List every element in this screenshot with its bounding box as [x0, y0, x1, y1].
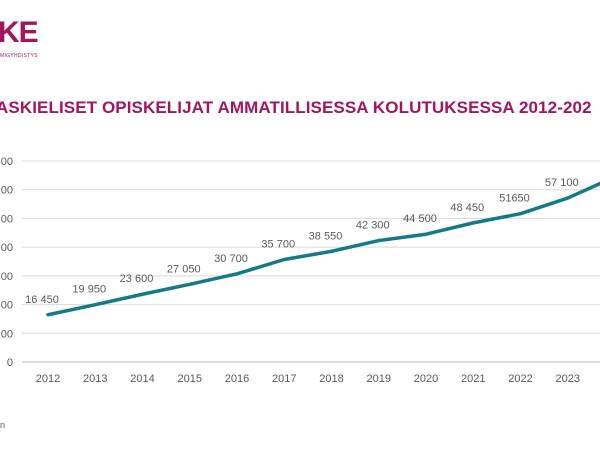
data-point	[566, 196, 570, 200]
data-point	[519, 212, 522, 216]
data-point	[424, 232, 428, 236]
data-label: 35 700	[261, 238, 295, 250]
x-tick-label: 2017	[272, 373, 296, 385]
x-tick-label: 2021	[461, 373, 485, 385]
data-label: 57 100	[545, 177, 579, 189]
logo-subtitle: MIGYHDISTYS	[0, 53, 38, 59]
data-point	[282, 257, 286, 261]
y-tick-label: 00	[1, 242, 13, 254]
data-label: 51650	[499, 193, 530, 205]
y-tick-label: 0	[7, 357, 13, 369]
data-label: 30 700	[214, 253, 248, 265]
data-point	[330, 249, 333, 253]
logo: KE	[0, 16, 39, 49]
x-tick-label: 2012	[36, 373, 60, 385]
data-label: 42 300	[356, 220, 390, 232]
data-label: 23 600	[120, 273, 154, 285]
data-point	[46, 313, 50, 317]
data-label: 48 450	[450, 202, 484, 214]
x-tick-label: 2013	[83, 373, 107, 385]
data-point	[471, 221, 475, 225]
x-tick-label: 2022	[508, 373, 532, 385]
data-point	[235, 272, 239, 276]
data-point	[377, 239, 381, 243]
x-tick-label: 2018	[319, 373, 343, 385]
chart-title: ASKIELISET OPISKELIJAT AMMATILLISESSA KO…	[0, 98, 592, 117]
y-tick-label: 00	[1, 156, 13, 168]
y-tick-label: 00	[1, 271, 13, 283]
x-tick-label: 2023	[556, 373, 580, 385]
y-tick-label: 00	[1, 328, 13, 340]
data-label: 38 550	[309, 230, 343, 242]
y-tick-label: 00	[1, 300, 13, 312]
data-point	[93, 303, 97, 307]
x-tick-label: 2015	[178, 373, 202, 385]
x-tick-label: 2020	[414, 373, 438, 385]
data-label: 44 500	[403, 213, 437, 225]
data-point	[141, 292, 144, 296]
data-label: 16 450	[25, 294, 59, 306]
x-tick-label: 2019	[367, 373, 391, 385]
y-tick-label: 00	[1, 213, 13, 225]
x-tick-label: 2016	[225, 373, 249, 385]
data-label: 27 050	[167, 263, 201, 275]
data-label: 19 950	[72, 284, 106, 296]
source-note: n	[0, 420, 6, 430]
y-tick-label: 00	[1, 185, 13, 197]
data-point	[188, 282, 192, 286]
x-tick-label: 2014	[130, 373, 154, 385]
